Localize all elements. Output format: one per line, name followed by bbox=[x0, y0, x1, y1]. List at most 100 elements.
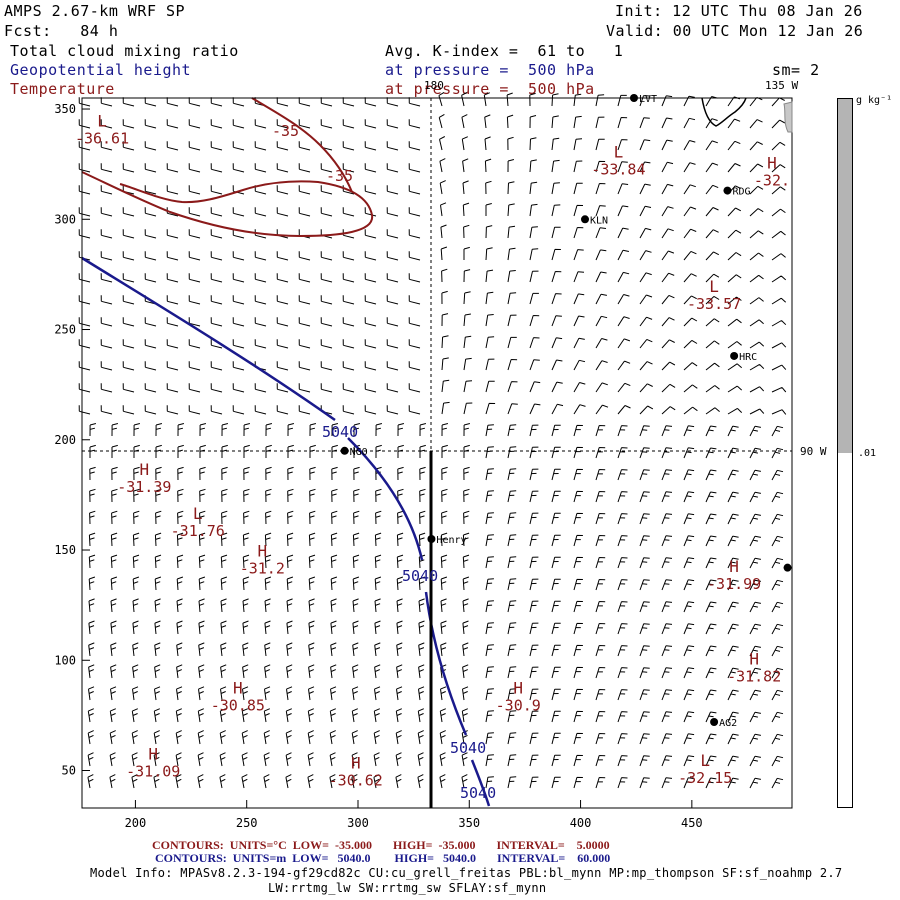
station-marker bbox=[629, 94, 638, 102]
valid-time: Valid: 00 UTC Mon 12 Jan 26 bbox=[606, 22, 864, 40]
x-tick-label: 450 bbox=[681, 816, 703, 830]
temperature-contour-info: CONTOURS: UNITS=°C LOW= -35.000 HIGH= -3… bbox=[152, 838, 610, 852]
station-marker bbox=[710, 718, 719, 727]
temp-label-a: -35 bbox=[272, 122, 299, 140]
extremum-kind: H bbox=[513, 678, 523, 697]
station-label: AG2 bbox=[719, 718, 737, 729]
station-label: NGO bbox=[350, 447, 368, 458]
x-tick-label: 350 bbox=[458, 816, 480, 830]
colorbar-units: g kg⁻¹ bbox=[856, 95, 893, 106]
stations: LVT RDG KLN HRC NGO Henry AG2 bbox=[340, 94, 792, 729]
smoothing-value: sm= 2 bbox=[772, 61, 820, 79]
extremum-kind: L bbox=[700, 751, 710, 770]
wind-barb-field bbox=[78, 91, 787, 789]
init-time: Init: 12 UTC Thu 08 Jan 26 bbox=[615, 2, 863, 20]
wind-barbs bbox=[78, 91, 787, 789]
y-tick-label: 200 bbox=[54, 433, 76, 447]
extremum-kind: L bbox=[193, 504, 203, 523]
x-tick-label: 250 bbox=[236, 816, 258, 830]
x-tick-label: 200 bbox=[125, 816, 147, 830]
station-marker bbox=[730, 351, 739, 360]
extremum-kind: H bbox=[148, 744, 158, 763]
y-tick-label: 250 bbox=[54, 323, 76, 337]
extremum-value: -30.85 bbox=[211, 696, 265, 714]
station-marker bbox=[427, 534, 436, 543]
temperature-contour-lower bbox=[81, 171, 374, 238]
colorbar bbox=[837, 98, 853, 808]
station-marker bbox=[783, 563, 792, 572]
field-height-label: Geopotential height bbox=[10, 61, 192, 79]
extremum-value: -30.9 bbox=[496, 696, 541, 714]
extremum-value: -36.61 bbox=[75, 130, 129, 148]
extremum-kind: H bbox=[749, 650, 759, 669]
extremum-kind: L bbox=[97, 112, 107, 131]
y-tick-label: 100 bbox=[54, 653, 76, 667]
height-contour-5040-tail bbox=[470, 759, 491, 807]
station-label: KLN bbox=[590, 215, 608, 226]
extremum-value: -31.2 bbox=[240, 560, 285, 578]
x-tick-label: 400 bbox=[570, 816, 592, 830]
station-marker bbox=[723, 186, 732, 195]
station-marker bbox=[340, 446, 349, 455]
y-tick-label: 300 bbox=[54, 212, 76, 226]
extrema-labels: L-36.61L-33.84 H-32.L-33.57H-31.39L-31.76… bbox=[75, 112, 790, 790]
extremum-kind: H bbox=[767, 154, 777, 173]
station-marker bbox=[581, 215, 590, 224]
height-pressure-level: at pressure = 500 hPa bbox=[385, 61, 595, 79]
meridian-lines bbox=[82, 98, 792, 452]
extremum-kind: H bbox=[233, 678, 243, 697]
meridian-label-90w: 90 W bbox=[800, 445, 827, 458]
extremum-value: -31.39 bbox=[117, 478, 171, 496]
extremum-value: -32. bbox=[754, 172, 790, 190]
meridian-label-135w: 135 W bbox=[765, 79, 798, 92]
station-label: LVT bbox=[639, 94, 657, 105]
station-label: RDG bbox=[732, 187, 750, 198]
temperature-contours bbox=[81, 97, 374, 238]
height-contour-5040-lower bbox=[347, 437, 424, 561]
plot-frame bbox=[81, 97, 793, 809]
y-tick-label: 150 bbox=[54, 543, 76, 557]
extremum-value: -31.82 bbox=[727, 668, 781, 686]
height-contour-5040-upper bbox=[81, 256, 336, 422]
y-tick-label: 50 bbox=[62, 764, 76, 778]
height-label-a: 5040 bbox=[322, 423, 358, 441]
height-contour-5040-south bbox=[424, 591, 468, 736]
extremum-value: -33.84 bbox=[591, 161, 645, 179]
field-cloud-label: Total cloud mixing ratio bbox=[10, 42, 239, 60]
extremum-kind: L bbox=[614, 143, 624, 162]
forecast-hour: Fcst: 84 h bbox=[4, 22, 119, 40]
field-temperature-label: Temperature bbox=[10, 80, 115, 98]
extremum-kind: H bbox=[139, 460, 149, 479]
extremum-value: -33.57 bbox=[687, 295, 741, 313]
colorbar-low-label: .01 bbox=[858, 448, 877, 459]
height-label-d: 5040 bbox=[460, 784, 496, 802]
height-label-b: 5040 bbox=[402, 567, 438, 585]
y-tick-label: 350 bbox=[54, 102, 76, 116]
extremum-value: -30.62 bbox=[329, 771, 383, 789]
contour-labels: -35 -35 5040 5040 5040 5040 bbox=[272, 122, 496, 802]
meridian-label-180: 180 bbox=[424, 79, 444, 92]
height-contour-info: CONTOURS: UNITS=m LOW= 5040.0 HIGH= 5040… bbox=[155, 851, 611, 865]
extremum-value: -32.15 bbox=[678, 769, 732, 787]
extremum-value: -31.09 bbox=[126, 762, 180, 780]
station-label: HRC bbox=[739, 352, 757, 363]
model-info-line1: Model Info: MPASv8.2.3-194-gf29cd82c CU:… bbox=[90, 866, 843, 880]
extremum-kind: L bbox=[709, 277, 719, 296]
height-contours bbox=[81, 256, 491, 807]
coastline bbox=[701, 97, 747, 127]
extremum-kind: H bbox=[257, 542, 267, 561]
extremum-kind: H bbox=[351, 753, 361, 772]
x-tick-label: 300 bbox=[347, 816, 369, 830]
extremum-value: -31.76 bbox=[171, 522, 225, 540]
temperature-contour-upper bbox=[251, 97, 353, 193]
colorbar-fill bbox=[838, 99, 852, 453]
temperature-pressure-level: at pressure = 500 hPa bbox=[385, 80, 595, 98]
model-title: AMPS 2.67-km WRF SP bbox=[4, 2, 186, 20]
temp-label-b: -35 bbox=[326, 167, 353, 185]
k-index-range: Avg. K-index = 61 to 1 bbox=[385, 42, 624, 60]
ice-shelf-edge bbox=[783, 101, 793, 133]
axes: 200 250 300 350 400 450 50 100 150 200 250 300 350 bbox=[54, 102, 702, 830]
extremum-value: -31.99 bbox=[707, 575, 761, 593]
model-info-line2: LW:rrtmg_lw SW:rrtmg_sw SFLAY:sf_mynn bbox=[268, 881, 547, 895]
